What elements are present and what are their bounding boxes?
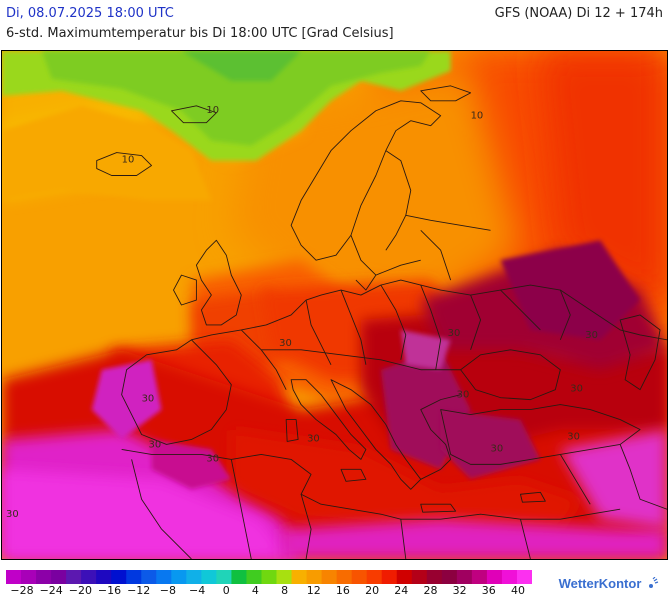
legend-swatch — [96, 570, 112, 584]
contour-label: 30 — [567, 431, 580, 442]
legend-tick-label: 0 — [222, 584, 230, 597]
temperature-color-scale — [6, 570, 532, 584]
legend-swatch — [261, 570, 278, 584]
legend-tick-label: −20 — [68, 584, 92, 597]
legend-swatch — [411, 570, 428, 584]
legend-tick-label: −4 — [188, 584, 206, 597]
legend-swatch — [396, 570, 413, 584]
legend-swatch — [201, 570, 217, 584]
legend-swatch — [66, 570, 82, 584]
contour-label: 30 — [491, 443, 504, 454]
legend-tick-label: 24 — [394, 584, 409, 597]
legend-swatch — [126, 570, 142, 584]
contour-label: 30 — [570, 384, 583, 395]
legend-tick-label: 8 — [281, 584, 289, 597]
legend-swatch — [516, 570, 532, 584]
legend-tick-label: 20 — [365, 584, 380, 597]
contour-label: 30 — [149, 439, 162, 450]
contour-label: 10 — [122, 155, 135, 166]
contour-label: 30 — [206, 453, 219, 464]
legend-swatch — [336, 570, 353, 584]
logo-text: WetterKontor — [558, 576, 642, 591]
legend-tick-label: 4 — [251, 584, 259, 597]
legend-swatch — [216, 570, 232, 584]
legend-swatch — [471, 570, 488, 584]
legend-swatch — [291, 570, 308, 584]
legend-swatch — [486, 570, 503, 584]
legend-tick-label: −28 — [10, 584, 34, 597]
legend-tick-label: 32 — [452, 584, 467, 597]
contour-label: 30 — [279, 338, 292, 349]
contour-labels: 10 10 10 30 30 30 30 30 30 30 30 30 30 3… — [6, 105, 598, 520]
legend-swatch — [231, 570, 247, 584]
legend-swatch — [21, 570, 37, 584]
legend-tick-label: −24 — [39, 584, 63, 597]
contour-label: 30 — [448, 328, 461, 339]
legend-swatch — [51, 570, 67, 584]
contour-label: 30 — [142, 394, 155, 405]
legend-tick-label: 36 — [481, 584, 496, 597]
legend-swatch — [171, 570, 187, 584]
temperature-map: 10 10 10 30 30 30 30 30 30 30 30 30 30 3… — [1, 50, 668, 560]
legend-tick-label: −16 — [97, 584, 122, 597]
legend-tick-label: 16 — [335, 584, 350, 597]
legend-swatch — [381, 570, 398, 584]
legend-swatch — [141, 570, 157, 584]
legend-tick-label: 40 — [511, 584, 525, 597]
contour-label: 30 — [585, 330, 598, 341]
legend-swatch — [36, 570, 52, 584]
legend-swatch — [351, 570, 368, 584]
contour-label: 30 — [307, 433, 320, 444]
legend-swatch — [156, 570, 172, 584]
model-run-label: GFS (NOAA) Di 12 + 174h — [494, 6, 663, 21]
legend-swatch — [441, 570, 458, 584]
legend-swatch — [186, 570, 202, 584]
legend-tick-label: −8 — [159, 584, 176, 597]
legend-tick-label: 12 — [306, 584, 321, 597]
legend-swatch — [366, 570, 383, 584]
legend-swatch — [246, 570, 262, 584]
wetterkontor-logo: WetterKontor — [559, 576, 659, 591]
temperature-field — [2, 51, 667, 559]
legend-swatch — [6, 570, 22, 584]
temperature-scale-ticks: −28 −24 −20 −16 −12 −8 −4 0 4 8 12 16 20 24 28 32 36 40 — [0, 584, 560, 600]
legend-swatch — [321, 570, 338, 584]
contour-label: 30 — [6, 509, 19, 520]
legend-swatch — [276, 570, 293, 584]
legend-swatch — [456, 570, 473, 584]
contour-label: 30 — [457, 390, 470, 401]
legend-swatch — [81, 570, 97, 584]
legend-swatch — [501, 570, 518, 584]
contour-label: 10 — [471, 111, 484, 122]
legend-tick-label: 28 — [423, 584, 438, 597]
legend-tick-label: −12 — [127, 584, 151, 597]
legend-swatch — [426, 570, 443, 584]
contour-label: 10 — [206, 105, 219, 116]
forecast-datetime: Di, 08.07.2025 18:00 UTC — [6, 6, 174, 21]
legend-swatch — [306, 570, 323, 584]
logo-sun-icon — [649, 577, 659, 588]
coastlines — [96, 85, 667, 559]
legend-swatch — [111, 570, 127, 584]
map-description: 6-std. Maximumtemperatur bis Di 18:00 UT… — [6, 26, 394, 41]
